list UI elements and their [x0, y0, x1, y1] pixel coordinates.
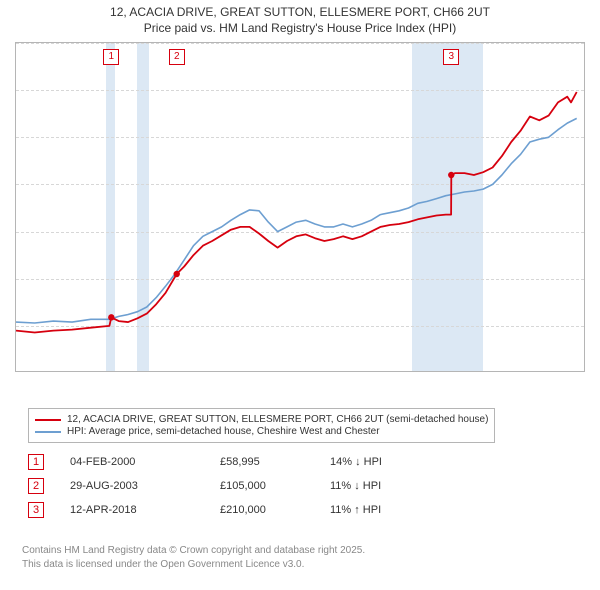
x-tick-label: 2012 [584, 371, 585, 372]
x-tick-label: 2021 [584, 371, 585, 372]
x-tick-label: 2001 [584, 371, 585, 372]
sales-price: £210,000 [200, 504, 320, 516]
attribution-line-1: Contains HM Land Registry data © Crown c… [22, 544, 365, 558]
sale-marker-1: 1 [103, 49, 119, 65]
x-tick-label: 1996 [584, 371, 585, 372]
x-tick-label: 2002 [584, 371, 585, 372]
price-chart: £0£50K£100K£150K£200K£250K£300K£350K1995… [15, 42, 585, 372]
x-tick-label: 2018 [584, 371, 585, 372]
sales-row-marker: 1 [28, 454, 44, 470]
x-tick-label: 1997 [584, 371, 585, 372]
sales-row-1: 104-FEB-2000£58,99514% ↓ HPI [22, 450, 420, 474]
legend-swatch [35, 419, 61, 421]
sales-date: 04-FEB-2000 [44, 456, 200, 468]
title-line-1: 12, ACACIA DRIVE, GREAT SUTTON, ELLESMER… [0, 4, 600, 20]
x-tick-label: 2010 [584, 371, 585, 372]
chart-plot-svg [16, 43, 585, 372]
chart-title: 12, ACACIA DRIVE, GREAT SUTTON, ELLESMER… [0, 0, 600, 36]
x-tick-label: 2006 [584, 371, 585, 372]
x-tick-label: 2004 [584, 371, 585, 372]
x-tick-label: 2019 [584, 371, 585, 372]
sale-point-1 [108, 314, 114, 320]
x-tick-label: 1998 [584, 371, 585, 372]
x-tick-label: 2025 [584, 371, 585, 372]
series-hpi [16, 118, 577, 323]
x-tick-label: 2023 [584, 371, 585, 372]
sales-row-marker: 3 [28, 502, 44, 518]
title-line-2: Price paid vs. HM Land Registry's House … [0, 20, 600, 36]
x-tick-label: 2014 [584, 371, 585, 372]
sales-date: 12-APR-2018 [44, 504, 200, 516]
sales-table: 104-FEB-2000£58,99514% ↓ HPI229-AUG-2003… [22, 450, 420, 522]
sales-row-3: 312-APR-2018£210,00011% ↑ HPI [22, 498, 420, 522]
x-tick-label: 2016 [584, 371, 585, 372]
x-tick-label: 1995 [584, 371, 585, 372]
x-tick-label: 2011 [584, 371, 585, 372]
sale-point-3 [448, 172, 454, 178]
sales-row-marker: 2 [28, 478, 44, 494]
legend-item-hpi: HPI: Average price, semi-detached house,… [35, 426, 488, 437]
x-tick-label: 2009 [584, 371, 585, 372]
legend-label: HPI: Average price, semi-detached house,… [67, 426, 380, 437]
x-tick-label: 2008 [584, 371, 585, 372]
sales-price: £58,995 [200, 456, 320, 468]
x-tick-label: 2000 [584, 371, 585, 372]
x-tick-label: 2003 [584, 371, 585, 372]
x-tick-label: 2015 [584, 371, 585, 372]
sales-diff: 14% ↓ HPI [320, 456, 420, 468]
sales-date: 29-AUG-2003 [44, 480, 200, 492]
sales-row-2: 229-AUG-2003£105,00011% ↓ HPI [22, 474, 420, 498]
attribution: Contains HM Land Registry data © Crown c… [22, 544, 365, 571]
x-tick-label: 2022 [584, 371, 585, 372]
legend-item-property: 12, ACACIA DRIVE, GREAT SUTTON, ELLESMER… [35, 414, 488, 425]
x-tick-label: 2017 [584, 371, 585, 372]
sale-point-2 [174, 271, 180, 277]
x-tick-label: 2020 [584, 371, 585, 372]
legend-label: 12, ACACIA DRIVE, GREAT SUTTON, ELLESMER… [67, 414, 488, 425]
sales-price: £105,000 [200, 480, 320, 492]
chart-legend: 12, ACACIA DRIVE, GREAT SUTTON, ELLESMER… [28, 408, 495, 443]
legend-swatch [35, 431, 61, 433]
sales-diff: 11% ↑ HPI [320, 504, 420, 516]
sale-marker-3: 3 [443, 49, 459, 65]
x-tick-label: 2007 [584, 371, 585, 372]
x-tick-label: 2024 [584, 371, 585, 372]
x-tick-label: 2013 [584, 371, 585, 372]
x-tick-label: 1999 [584, 371, 585, 372]
sale-marker-2: 2 [169, 49, 185, 65]
series-property [16, 92, 577, 333]
x-tick-label: 2005 [584, 371, 585, 372]
attribution-line-2: This data is licensed under the Open Gov… [22, 558, 365, 572]
sales-diff: 11% ↓ HPI [320, 480, 420, 492]
